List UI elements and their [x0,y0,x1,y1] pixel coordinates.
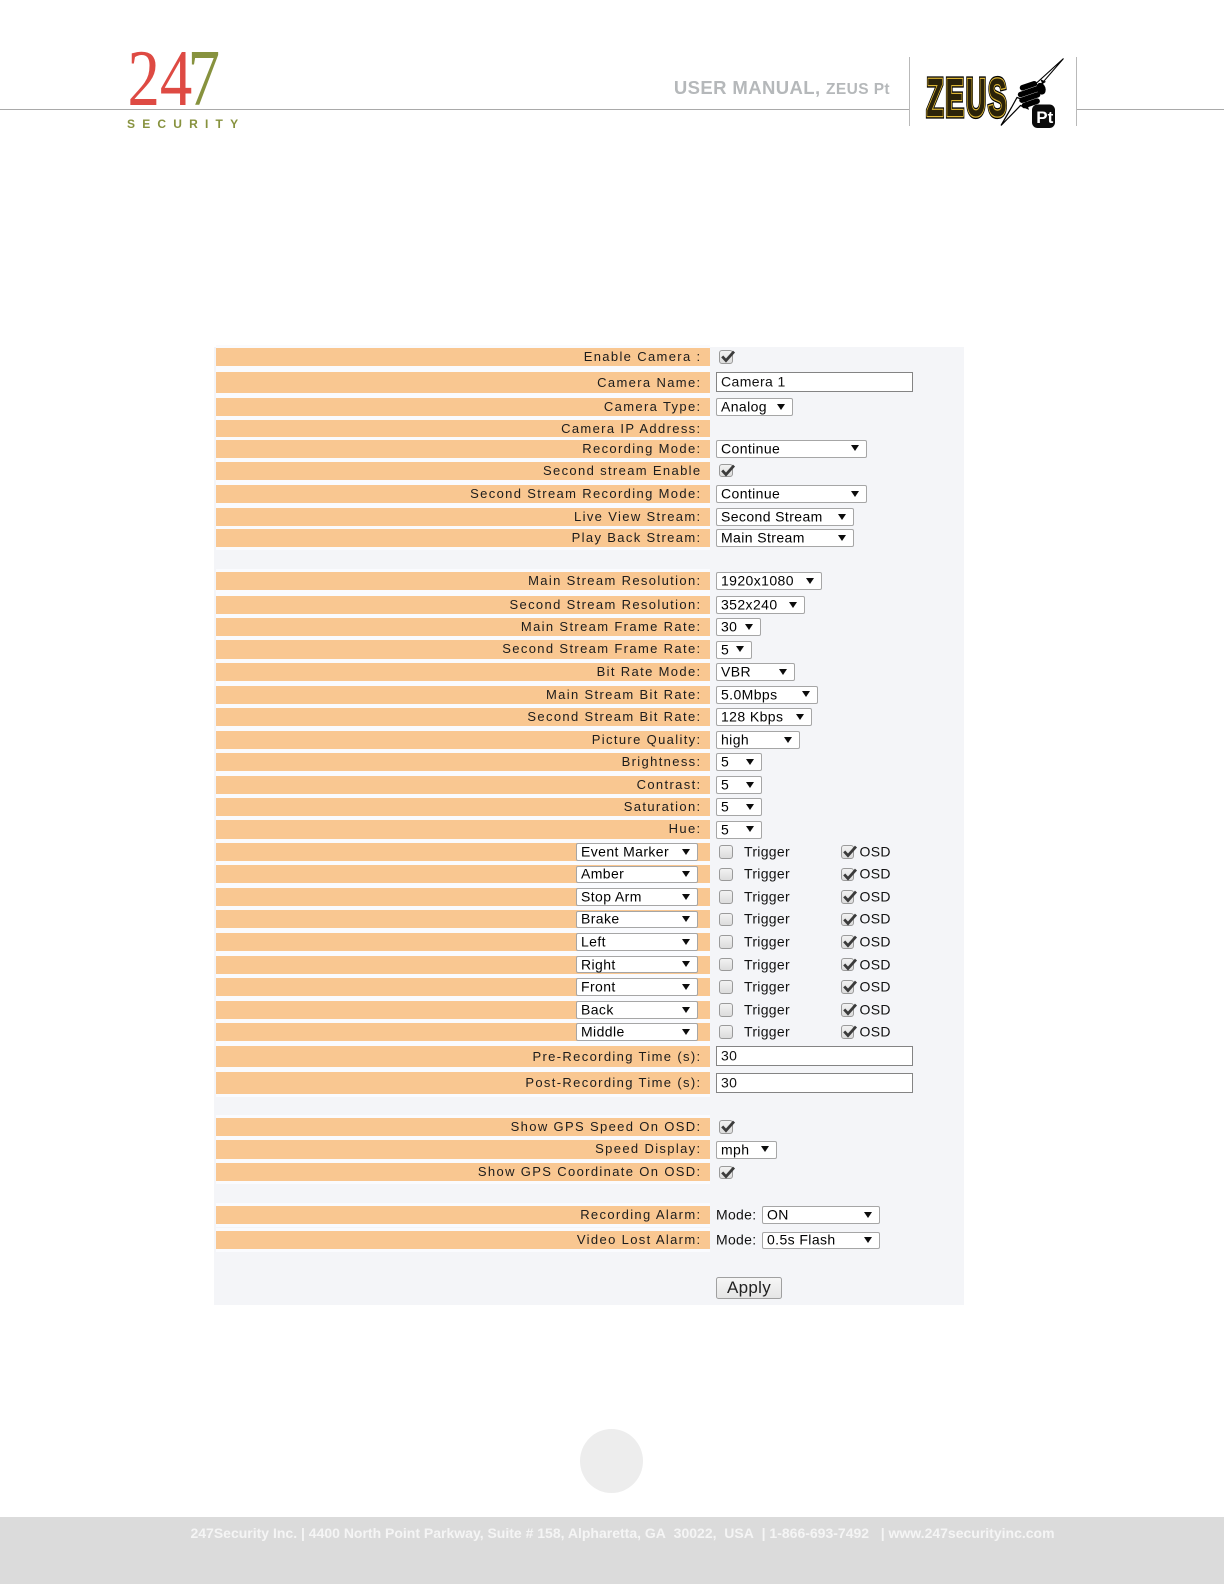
svg-text:ZEUS: ZEUS [926,68,1008,128]
svg-text:24: 24 [128,38,193,123]
svg-text:Pt: Pt [1036,108,1053,127]
svg-text:ZEUS: ZEUS [926,68,1008,128]
svg-text:ZEUS: ZEUS [926,68,1008,128]
svg-text:7: 7 [188,38,220,123]
